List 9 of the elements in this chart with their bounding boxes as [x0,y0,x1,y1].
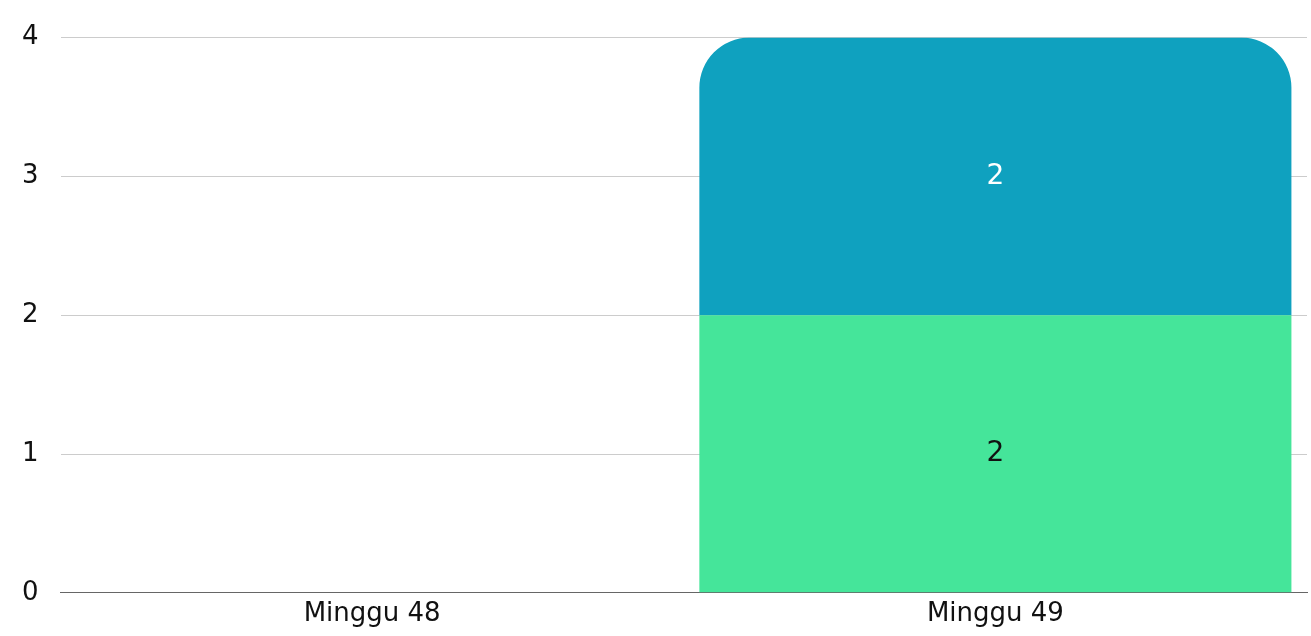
data-label: 2 [986,435,1005,469]
y-tick-label: 4 [22,20,39,51]
x-tick-label: Minggu 48 [303,597,441,628]
x-tick-label: Minggu 49 [926,597,1064,628]
y-tick-label: 1 [22,436,39,467]
y-tick-label: 2 [22,297,39,328]
y-tick-label: 3 [22,159,39,190]
data-label: 2 [986,157,1005,191]
y-tick-label: 0 [22,575,39,606]
